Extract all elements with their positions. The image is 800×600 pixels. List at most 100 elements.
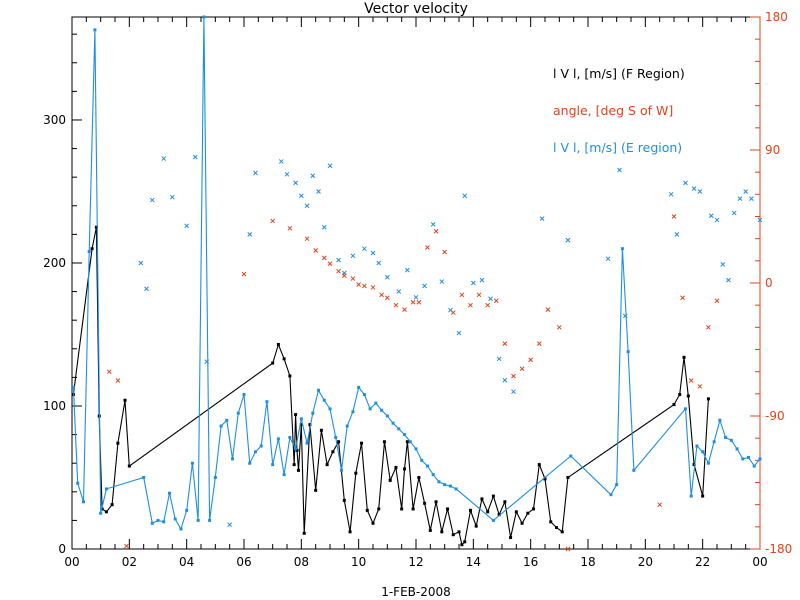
data-point	[526, 511, 530, 515]
data-point	[414, 447, 418, 451]
data-point	[362, 393, 366, 397]
data-point	[360, 441, 364, 445]
data-mark	[192, 154, 198, 160]
data-mark	[545, 307, 551, 312]
data-point	[314, 488, 318, 492]
data-mark	[310, 173, 316, 179]
y-axis-left: 0 100 200 300	[43, 33, 82, 556]
data-point	[686, 394, 690, 398]
x-tick-label: 00	[752, 555, 767, 569]
data-point	[94, 225, 98, 229]
data-point	[423, 501, 427, 505]
data-point	[380, 408, 384, 412]
data-mark	[617, 167, 622, 173]
data-point	[357, 385, 361, 389]
data-point	[463, 540, 467, 544]
data-point	[491, 518, 495, 522]
data-mark	[657, 502, 663, 508]
series-e_region-line-points	[71, 15, 762, 531]
data-mark	[393, 302, 399, 308]
data-mark	[683, 180, 688, 186]
data-mark	[720, 262, 726, 267]
data-point	[104, 510, 108, 514]
series-f_region-line-points	[71, 225, 710, 547]
data-mark	[379, 292, 384, 298]
data-mark	[622, 313, 628, 319]
data-mark	[204, 359, 210, 365]
data-point	[758, 457, 762, 461]
data-point	[371, 521, 375, 525]
x-tick-label: 06	[236, 555, 251, 569]
data-point	[683, 407, 687, 411]
data-point	[509, 536, 513, 540]
data-mark	[144, 286, 149, 292]
data-point	[712, 440, 716, 444]
data-mark	[405, 267, 410, 273]
data-point	[543, 477, 547, 481]
data-mark	[336, 268, 341, 274]
data-point	[71, 385, 75, 389]
data-point	[334, 435, 338, 439]
data-mark	[298, 193, 304, 199]
data-point	[460, 543, 464, 547]
data-point	[615, 483, 619, 487]
data-point	[706, 397, 710, 401]
data-mark	[462, 193, 468, 199]
data-mark	[227, 522, 233, 528]
data-point	[87, 250, 91, 254]
x-tick-label: 18	[580, 555, 595, 569]
series-angle-marks	[106, 214, 720, 552]
y-left-tick-label: 0	[58, 542, 66, 556]
data-point	[397, 427, 401, 431]
data-point	[741, 457, 745, 461]
data-mark	[493, 298, 499, 304]
data-mark	[396, 289, 402, 294]
data-point	[162, 520, 166, 524]
data-mark	[668, 191, 674, 197]
x-tick-label: 10	[351, 555, 366, 569]
data-point	[93, 28, 97, 32]
data-mark	[304, 236, 310, 242]
y-right-tick-label: -180	[765, 542, 792, 556]
series-e_region-marks	[138, 154, 763, 528]
data-mark	[708, 213, 714, 219]
data-point	[411, 507, 415, 511]
data-mark	[470, 280, 476, 286]
data-mark	[336, 257, 341, 263]
x-tick-label: 08	[294, 555, 309, 569]
data-point	[620, 247, 624, 251]
data-mark	[362, 246, 367, 252]
data-mark	[502, 341, 508, 346]
data-mark	[565, 546, 571, 552]
data-mark	[149, 197, 155, 203]
data-point	[271, 361, 275, 365]
data-point	[104, 487, 108, 491]
data-mark	[743, 189, 749, 194]
data-point	[282, 357, 286, 361]
data-point	[385, 414, 389, 418]
data-point	[514, 510, 518, 514]
data-mark	[370, 250, 376, 256]
x-tick-label: 20	[638, 555, 653, 569]
data-mark	[169, 194, 175, 200]
data-mark	[691, 186, 697, 191]
data-point	[520, 521, 524, 525]
data-point	[420, 458, 424, 462]
data-point	[328, 407, 332, 411]
data-mark	[706, 324, 711, 330]
data-point	[560, 530, 564, 534]
data-point	[486, 510, 490, 514]
data-point	[468, 508, 472, 512]
data-point	[319, 428, 323, 432]
data-point	[76, 481, 80, 485]
data-point	[81, 500, 85, 504]
y-left-tick-label: 300	[43, 113, 66, 127]
data-point	[253, 450, 257, 454]
data-mark	[376, 260, 382, 266]
data-point	[724, 435, 728, 439]
data-point	[236, 411, 240, 415]
data-point	[701, 450, 705, 454]
data-point	[339, 468, 343, 472]
data-point	[451, 533, 455, 537]
data-point	[173, 517, 177, 521]
